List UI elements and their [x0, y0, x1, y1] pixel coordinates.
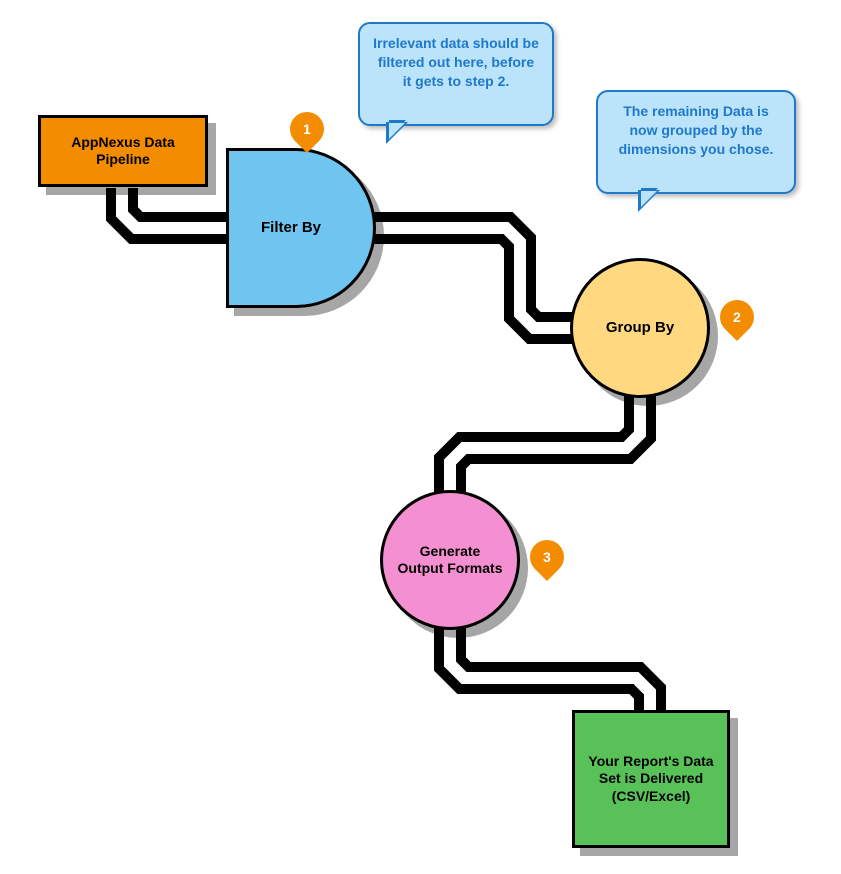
callout-filter-text: Irrelevant data should be filtered out h… [373, 35, 539, 89]
node-group: Group By [570, 258, 710, 398]
node-generate-label: Generate Output Formats [390, 490, 510, 630]
node-generate: Generate Output Formats [380, 490, 520, 630]
callout-group: The remaining Data is now grouped by the… [596, 90, 796, 194]
step-marker-1-label: 1 [303, 121, 311, 137]
node-source-label: AppNexus Data Pipeline [38, 115, 208, 187]
node-filter: Filter By [226, 148, 376, 308]
node-source: AppNexus Data Pipeline [38, 115, 208, 187]
step-marker-3-label: 3 [543, 549, 551, 565]
callout-group-text: The remaining Data is now grouped by the… [619, 103, 774, 157]
node-output: Your Report's Data Set is Delivered (CSV… [572, 710, 730, 848]
node-output-label: Your Report's Data Set is Delivered (CSV… [582, 710, 720, 848]
node-group-label: Group By [570, 258, 710, 398]
flowchart-canvas: AppNexus Data Pipeline Filter By Group B… [0, 0, 841, 874]
step-marker-2-label: 2 [733, 309, 741, 325]
callout-filter: Irrelevant data should be filtered out h… [358, 22, 554, 126]
node-filter-label: Filter By [226, 148, 356, 308]
